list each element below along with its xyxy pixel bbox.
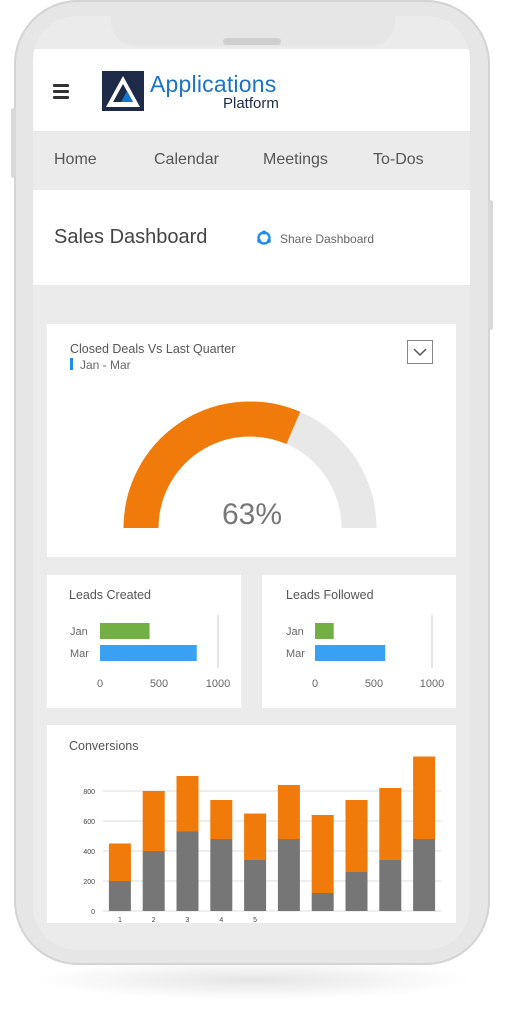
- category-label-mar: Mar: [286, 648, 305, 660]
- side-button-left: [11, 108, 16, 178]
- bar-8-segment-2: [345, 800, 368, 872]
- phone-shadow: [30, 960, 475, 1000]
- bar-6-segment-1: [277, 839, 300, 911]
- bar-1-segment-1: [108, 881, 131, 911]
- bar-2-segment-2: [142, 791, 165, 851]
- date-range-label: Jan - Mar: [70, 358, 131, 372]
- phone-screen: Applications Platform Home Calendar Meet…: [33, 16, 470, 950]
- tick-label-1000: 1000: [206, 678, 230, 690]
- bar-8-segment-1: [345, 872, 368, 911]
- x-tick-label-4: 4: [219, 917, 223, 923]
- nav-calendar[interactable]: Calendar: [154, 151, 219, 168]
- conversions-title: Conversions: [69, 739, 139, 753]
- date-range-text: Jan - Mar: [80, 358, 131, 372]
- nav-meetings[interactable]: Meetings: [263, 151, 328, 168]
- x-tick-label-1: 1: [118, 917, 122, 923]
- bar-4-segment-1: [210, 839, 233, 911]
- range-marker: [70, 358, 73, 370]
- period-dropdown[interactable]: [407, 340, 433, 364]
- bar-3-segment-2: [176, 776, 199, 832]
- tick-label-500: 500: [150, 678, 168, 690]
- y-tick-label-400: 400: [83, 849, 95, 856]
- gauge-percentage: 63%: [221, 498, 283, 531]
- leads-created-card: Leads Created Jan Mar 0 500 1000: [47, 575, 241, 708]
- page-header: Sales Dashboard Share Dashboard: [33, 190, 470, 285]
- app-header: Applications Platform: [33, 49, 470, 131]
- app-subtitle: Platform: [223, 95, 279, 112]
- bar-3-segment-1: [176, 831, 199, 911]
- speaker-grille: [223, 38, 281, 45]
- nav-todos[interactable]: To-Dos: [373, 151, 424, 168]
- closed-deals-title: Closed Deals Vs Last Quarter: [70, 342, 236, 356]
- conversions-card: Conversions 0 200 400 600 800 1 2 3 4 5: [47, 725, 456, 923]
- closed-deals-card: Closed Deals Vs Last Quarter Jan - Mar 6…: [47, 324, 456, 557]
- main-nav: Home Calendar Meetings To-Dos: [33, 131, 470, 190]
- app-title: Applications: [150, 71, 277, 97]
- bar-9-segment-1: [379, 860, 402, 911]
- leads-created-chart: Jan Mar 0 500 1000: [70, 615, 230, 690]
- side-button-right: [488, 200, 493, 330]
- leads-created-title: Leads Created: [69, 588, 152, 602]
- leads-followed-card: Leads Followed Jan Mar 0 500 1000: [262, 575, 456, 708]
- share-dashboard-button[interactable]: Share Dashboard: [280, 232, 375, 246]
- y-tick-label-200: 200: [83, 879, 95, 886]
- nav-home[interactable]: Home: [54, 151, 97, 168]
- y-tick-label-0: 0: [91, 909, 95, 916]
- category-label-jan: Jan: [286, 626, 304, 638]
- y-tick-label-800: 800: [83, 789, 95, 796]
- chevron-down-icon: [413, 348, 427, 357]
- bar-2-segment-1: [142, 851, 165, 911]
- bar-jan: [315, 623, 334, 639]
- bar-10-segment-2: [413, 756, 436, 839]
- tick-label-0: 0: [312, 678, 318, 690]
- x-tick-label-5: 5: [253, 917, 257, 923]
- hamburger-menu-icon[interactable]: [53, 84, 69, 99]
- bar-10-segment-1: [413, 839, 436, 911]
- conversions-chart: 0 200 400 600 800 1 2 3 4 5: [83, 756, 441, 923]
- bar-5-segment-1: [244, 860, 267, 911]
- leads-followed-title: Leads Followed: [286, 588, 374, 602]
- x-tick-label-2: 2: [152, 917, 156, 923]
- x-tick-label-3: 3: [186, 917, 190, 923]
- bar-5-segment-2: [244, 813, 267, 860]
- closed-deals-gauge: [123, 401, 377, 529]
- leads-followed-chart: Jan Mar 0 500 1000: [286, 615, 444, 690]
- share-icon[interactable]: [256, 230, 272, 246]
- bar-4-segment-2: [210, 800, 233, 839]
- bar-jan: [100, 623, 150, 639]
- category-label-jan: Jan: [70, 626, 88, 638]
- page-title: Sales Dashboard: [54, 226, 208, 248]
- bar-1-segment-2: [108, 843, 131, 881]
- bar-7-segment-1: [311, 893, 334, 911]
- tick-label-0: 0: [97, 678, 103, 690]
- bar-mar: [315, 645, 386, 661]
- tick-label-500: 500: [365, 678, 383, 690]
- y-tick-label-600: 600: [83, 819, 95, 826]
- bar-9-segment-2: [379, 788, 402, 860]
- tick-label-1000: 1000: [420, 678, 444, 690]
- bar-7-segment-2: [311, 815, 334, 893]
- bar-mar: [100, 645, 197, 661]
- gauge-value-arc: [123, 401, 301, 529]
- applications-logo-icon: [102, 71, 144, 111]
- category-label-mar: Mar: [70, 648, 89, 660]
- bar-6-segment-2: [277, 785, 300, 839]
